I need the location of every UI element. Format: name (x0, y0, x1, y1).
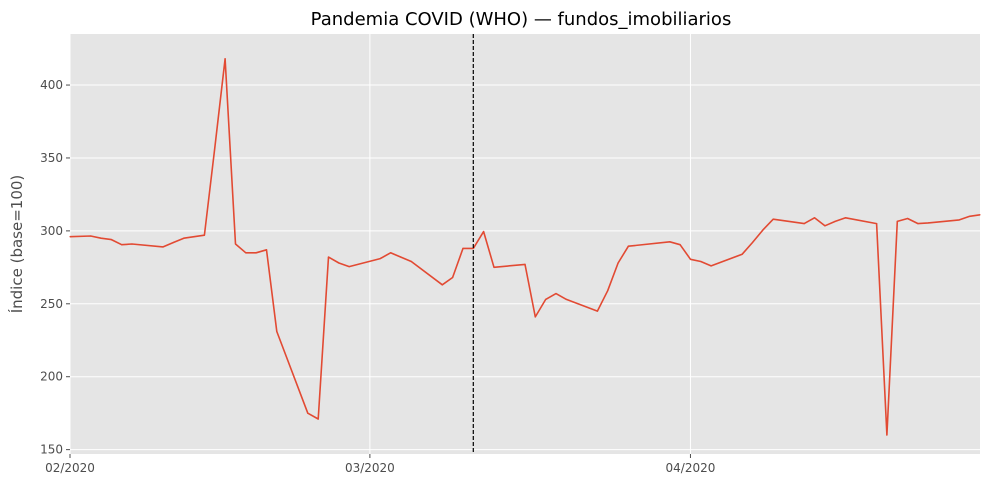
data-point (193, 236, 195, 238)
data-point (348, 266, 350, 268)
y-axis-label: Índice (base=100) (7, 175, 26, 314)
y-tick-label: 400 (40, 78, 63, 92)
data-point (803, 223, 805, 225)
data-point (741, 253, 743, 255)
data-point (317, 418, 319, 420)
data-point (462, 247, 464, 249)
y-tick-label: 200 (40, 370, 63, 384)
data-point (162, 246, 164, 248)
data-point (813, 217, 816, 219)
data-point (710, 265, 712, 267)
y-tick-label: 350 (40, 151, 63, 165)
data-point (845, 217, 847, 219)
plot-area (70, 34, 980, 454)
data-point (276, 330, 278, 333)
data-point (390, 252, 392, 254)
data-point (214, 147, 216, 149)
data-point (265, 249, 268, 251)
data-point (203, 234, 205, 236)
data-point (255, 252, 257, 254)
data-point (379, 258, 381, 260)
data-point (617, 262, 619, 264)
data-point (607, 290, 609, 292)
data-point (69, 236, 71, 238)
data-point (979, 214, 981, 216)
chart-title: Pandemia COVID (WHO) — fundos_imobiliari… (311, 9, 732, 30)
data-point (245, 252, 247, 254)
data-point (452, 276, 454, 279)
data-point (524, 263, 526, 265)
data-point (896, 220, 898, 222)
data-point (689, 258, 692, 260)
x-tick-label: 03/2020 (345, 461, 395, 475)
data-point (327, 256, 330, 258)
data-point (824, 225, 826, 227)
data-point (472, 247, 474, 249)
data-point (751, 241, 754, 244)
x-tick-label: 02/2020 (45, 461, 95, 475)
data-point (917, 223, 919, 225)
y-tick-label: 250 (40, 297, 63, 311)
data-point (907, 217, 909, 220)
data-point (876, 223, 878, 225)
data-point (834, 220, 836, 222)
data-point (410, 260, 412, 263)
data-point (534, 316, 536, 318)
data-point (183, 237, 185, 239)
data-point (234, 243, 237, 245)
data-point (927, 222, 929, 224)
data-point (121, 244, 123, 246)
data-point (762, 229, 764, 231)
data-point (110, 239, 112, 241)
data-point (545, 298, 547, 300)
data-point (400, 256, 402, 258)
data-point (100, 237, 102, 239)
data-point (224, 58, 226, 60)
data-point (627, 245, 630, 247)
data-point (772, 218, 774, 220)
y-tick-label: 300 (40, 224, 63, 238)
x-tick-label: 04/2020 (666, 461, 716, 475)
data-point (958, 219, 960, 221)
data-point (483, 231, 485, 233)
data-point (886, 434, 888, 436)
axis-ticks: 150 200 250 300 350 400 02/2020 03/2020 04/2020 (40, 78, 715, 475)
data-point (565, 298, 568, 300)
data-point (969, 215, 971, 217)
data-point (172, 241, 174, 244)
data-point (679, 244, 681, 246)
data-point (90, 235, 92, 237)
data-point (669, 241, 671, 243)
y-tick-label: 150 (40, 443, 63, 457)
data-point (493, 266, 495, 268)
data-point (131, 243, 133, 245)
series-layer (69, 57, 981, 436)
data-point (441, 284, 443, 286)
data-point (338, 262, 340, 264)
data-point (307, 412, 309, 414)
data-point (555, 293, 557, 295)
data-point (596, 310, 599, 312)
data-point (700, 260, 702, 263)
